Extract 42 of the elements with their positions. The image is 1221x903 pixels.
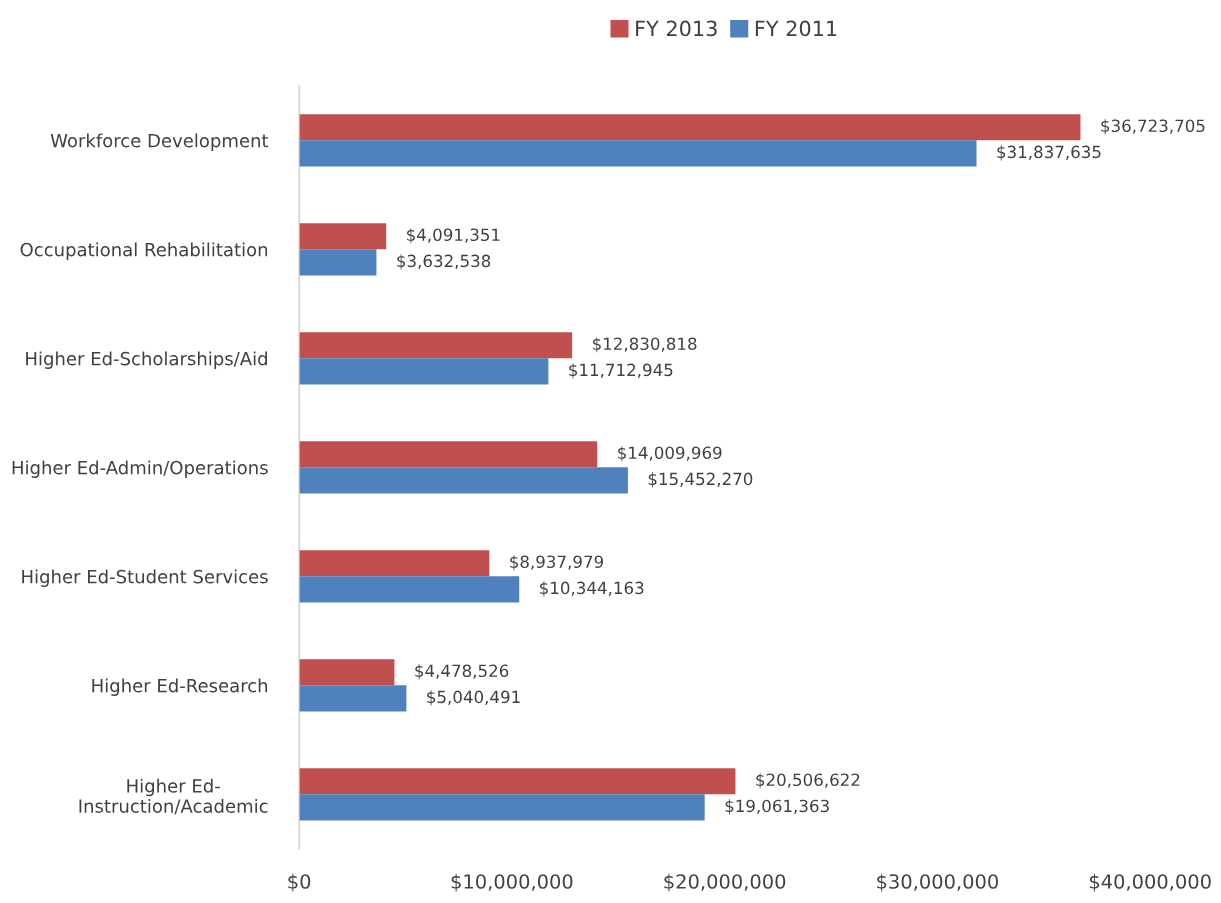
data-label: $5,040,491 [427, 690, 520, 706]
data-label: $14,009,969 [618, 446, 722, 462]
bar [299, 685, 407, 712]
x-tick-label: $10,000,000 [451, 873, 573, 892]
data-label: $15,452,270 [648, 472, 753, 488]
data-label: $3,632,538 [397, 254, 491, 270]
bar [299, 550, 490, 577]
y-tick-label: Workforce Development [50, 133, 269, 151]
data-label: $4,091,351 [407, 228, 500, 244]
x-tick-label: $20,000,000 [664, 873, 786, 892]
bar [299, 114, 1081, 141]
y-tick-label: Higher Ed-Research [92, 678, 268, 696]
data-label: $20,506,622 [756, 773, 860, 789]
data-label: $31,837,635 [997, 145, 1101, 161]
legend-label: FY 2011 [755, 20, 837, 37]
y-tick-label: Higher Ed- Instruction/Academic [79, 778, 268, 815]
data-label: $4,478,526 [415, 664, 509, 680]
y-tick-label: Occupational Rehabilitation [20, 242, 268, 260]
bar [299, 441, 598, 468]
x-tick-label: $0 [288, 873, 311, 892]
bar [299, 249, 377, 276]
data-label: $11,712,945 [569, 363, 673, 379]
legend-label: FY 2013 [636, 20, 717, 37]
bar [299, 768, 736, 795]
bar [299, 140, 977, 167]
bar [299, 223, 387, 250]
y-tick-label: Higher Ed-Scholarships/Aid [26, 351, 267, 369]
y-tick-label: Higher Ed-Student Services [22, 569, 268, 587]
data-label: $8,937,979 [510, 555, 604, 571]
bar [299, 659, 395, 686]
bar [299, 358, 549, 385]
data-label: $36,723,705 [1101, 119, 1205, 135]
x-tick-label: $40,000,000 [1089, 873, 1211, 892]
bar [299, 794, 705, 821]
bar [299, 576, 520, 603]
data-label: $10,344,163 [540, 581, 644, 597]
bar [299, 467, 628, 494]
bar [299, 332, 573, 359]
data-label: $12,830,818 [592, 337, 697, 353]
y-tick-label: Higher Ed-Admin/Operations [12, 460, 268, 478]
x-tick-label: $30,000,000 [877, 873, 998, 892]
data-label: $19,061,363 [725, 799, 829, 815]
